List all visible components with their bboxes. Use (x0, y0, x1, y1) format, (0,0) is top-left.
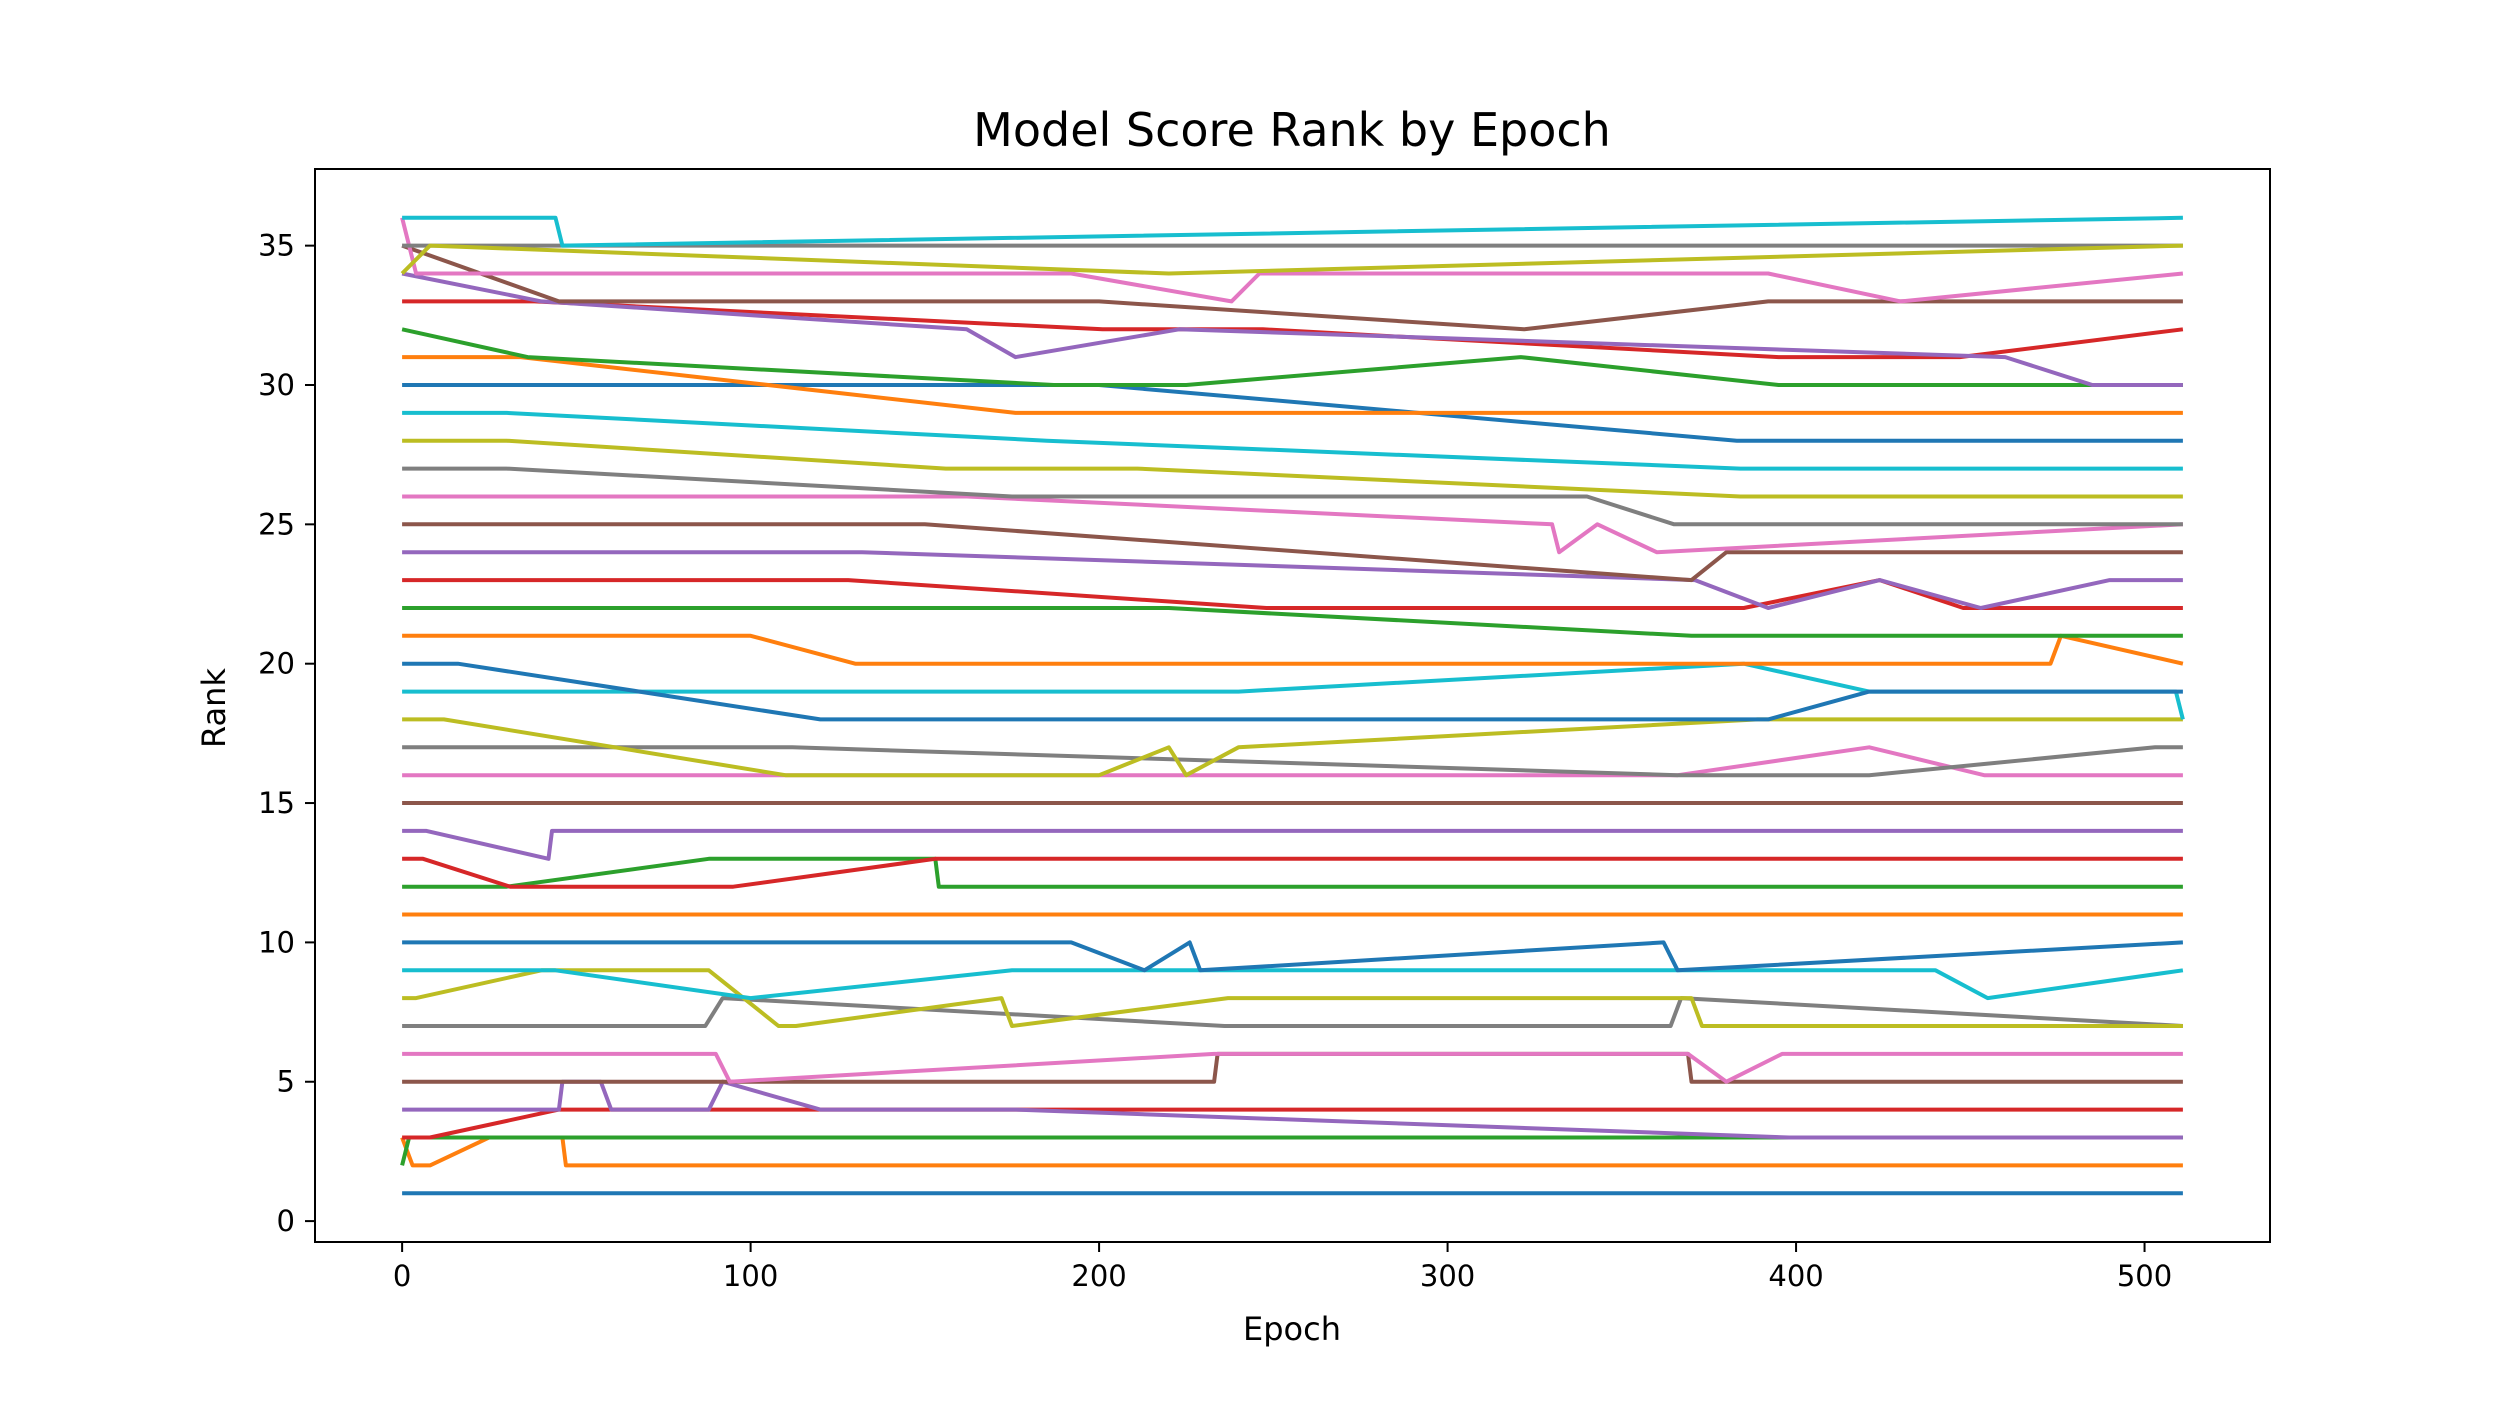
series-line-6 (402, 1051, 2183, 1084)
series-layer (400, 215, 2185, 1196)
y-tick-label: 30 (258, 368, 295, 402)
series-line-28 (402, 466, 2183, 527)
series-line-15 (402, 828, 2183, 861)
series-line-22 (402, 633, 2184, 666)
y-axis-label: Rank (195, 668, 233, 748)
series-line-25 (402, 550, 2183, 610)
series-line-18 (402, 745, 2183, 778)
series-line-19 (402, 717, 2183, 778)
plot-frame (314, 168, 2271, 1243)
chart-title: Model Score Rank by Epoch (973, 103, 1611, 157)
y-axis-ticks: 0 5 10 15 20 25 30 35 (258, 229, 315, 1238)
y-tick-label: 10 (258, 925, 295, 959)
series-line-17 (402, 745, 2183, 778)
series-line-24 (402, 578, 2183, 610)
series-line-32 (402, 355, 2183, 415)
series-line-5 (402, 1079, 2183, 1140)
series-line-30 (402, 410, 2183, 471)
series-line-26 (402, 522, 2183, 583)
y-tick-label: 5 (277, 1065, 295, 1099)
x-tick-label: 0 (393, 1259, 411, 1293)
x-tick-label: 100 (723, 1259, 778, 1293)
series-line-40 (402, 215, 2183, 248)
series-line-8 (402, 996, 2184, 1028)
y-tick-label: 20 (258, 647, 295, 681)
series-line-39 (400, 243, 2183, 276)
series-line-14 (402, 856, 2183, 889)
x-tick-label: 200 (1071, 1259, 1126, 1293)
y-tick-label: 0 (277, 1204, 295, 1238)
series-line-27 (402, 494, 2184, 555)
series-line-37 (400, 217, 2184, 304)
y-tick-label: 25 (258, 507, 295, 541)
series-line-35 (401, 271, 2183, 387)
series-line-33 (401, 327, 2183, 387)
y-tick-label: 15 (258, 786, 295, 820)
series-line-9 (402, 968, 2183, 1028)
series-line-31 (402, 383, 2183, 443)
series-line-10 (402, 968, 2184, 1001)
x-axis-ticks: 0 100 200 300 400 500 (393, 1242, 2172, 1293)
x-tick-label: 300 (1420, 1259, 1475, 1293)
y-tick-label: 35 (258, 229, 295, 263)
x-axis-label: Epoch (1243, 1310, 1341, 1348)
x-tick-label: 500 (2117, 1259, 2172, 1293)
x-tick-label: 400 (1768, 1259, 1823, 1293)
series-line-11 (402, 940, 2184, 973)
series-line-7 (402, 1051, 2183, 1084)
series-line-21 (402, 661, 2183, 722)
series-line-13 (402, 856, 2183, 889)
series-line-23 (402, 606, 2183, 638)
series-line-29 (402, 438, 2183, 499)
